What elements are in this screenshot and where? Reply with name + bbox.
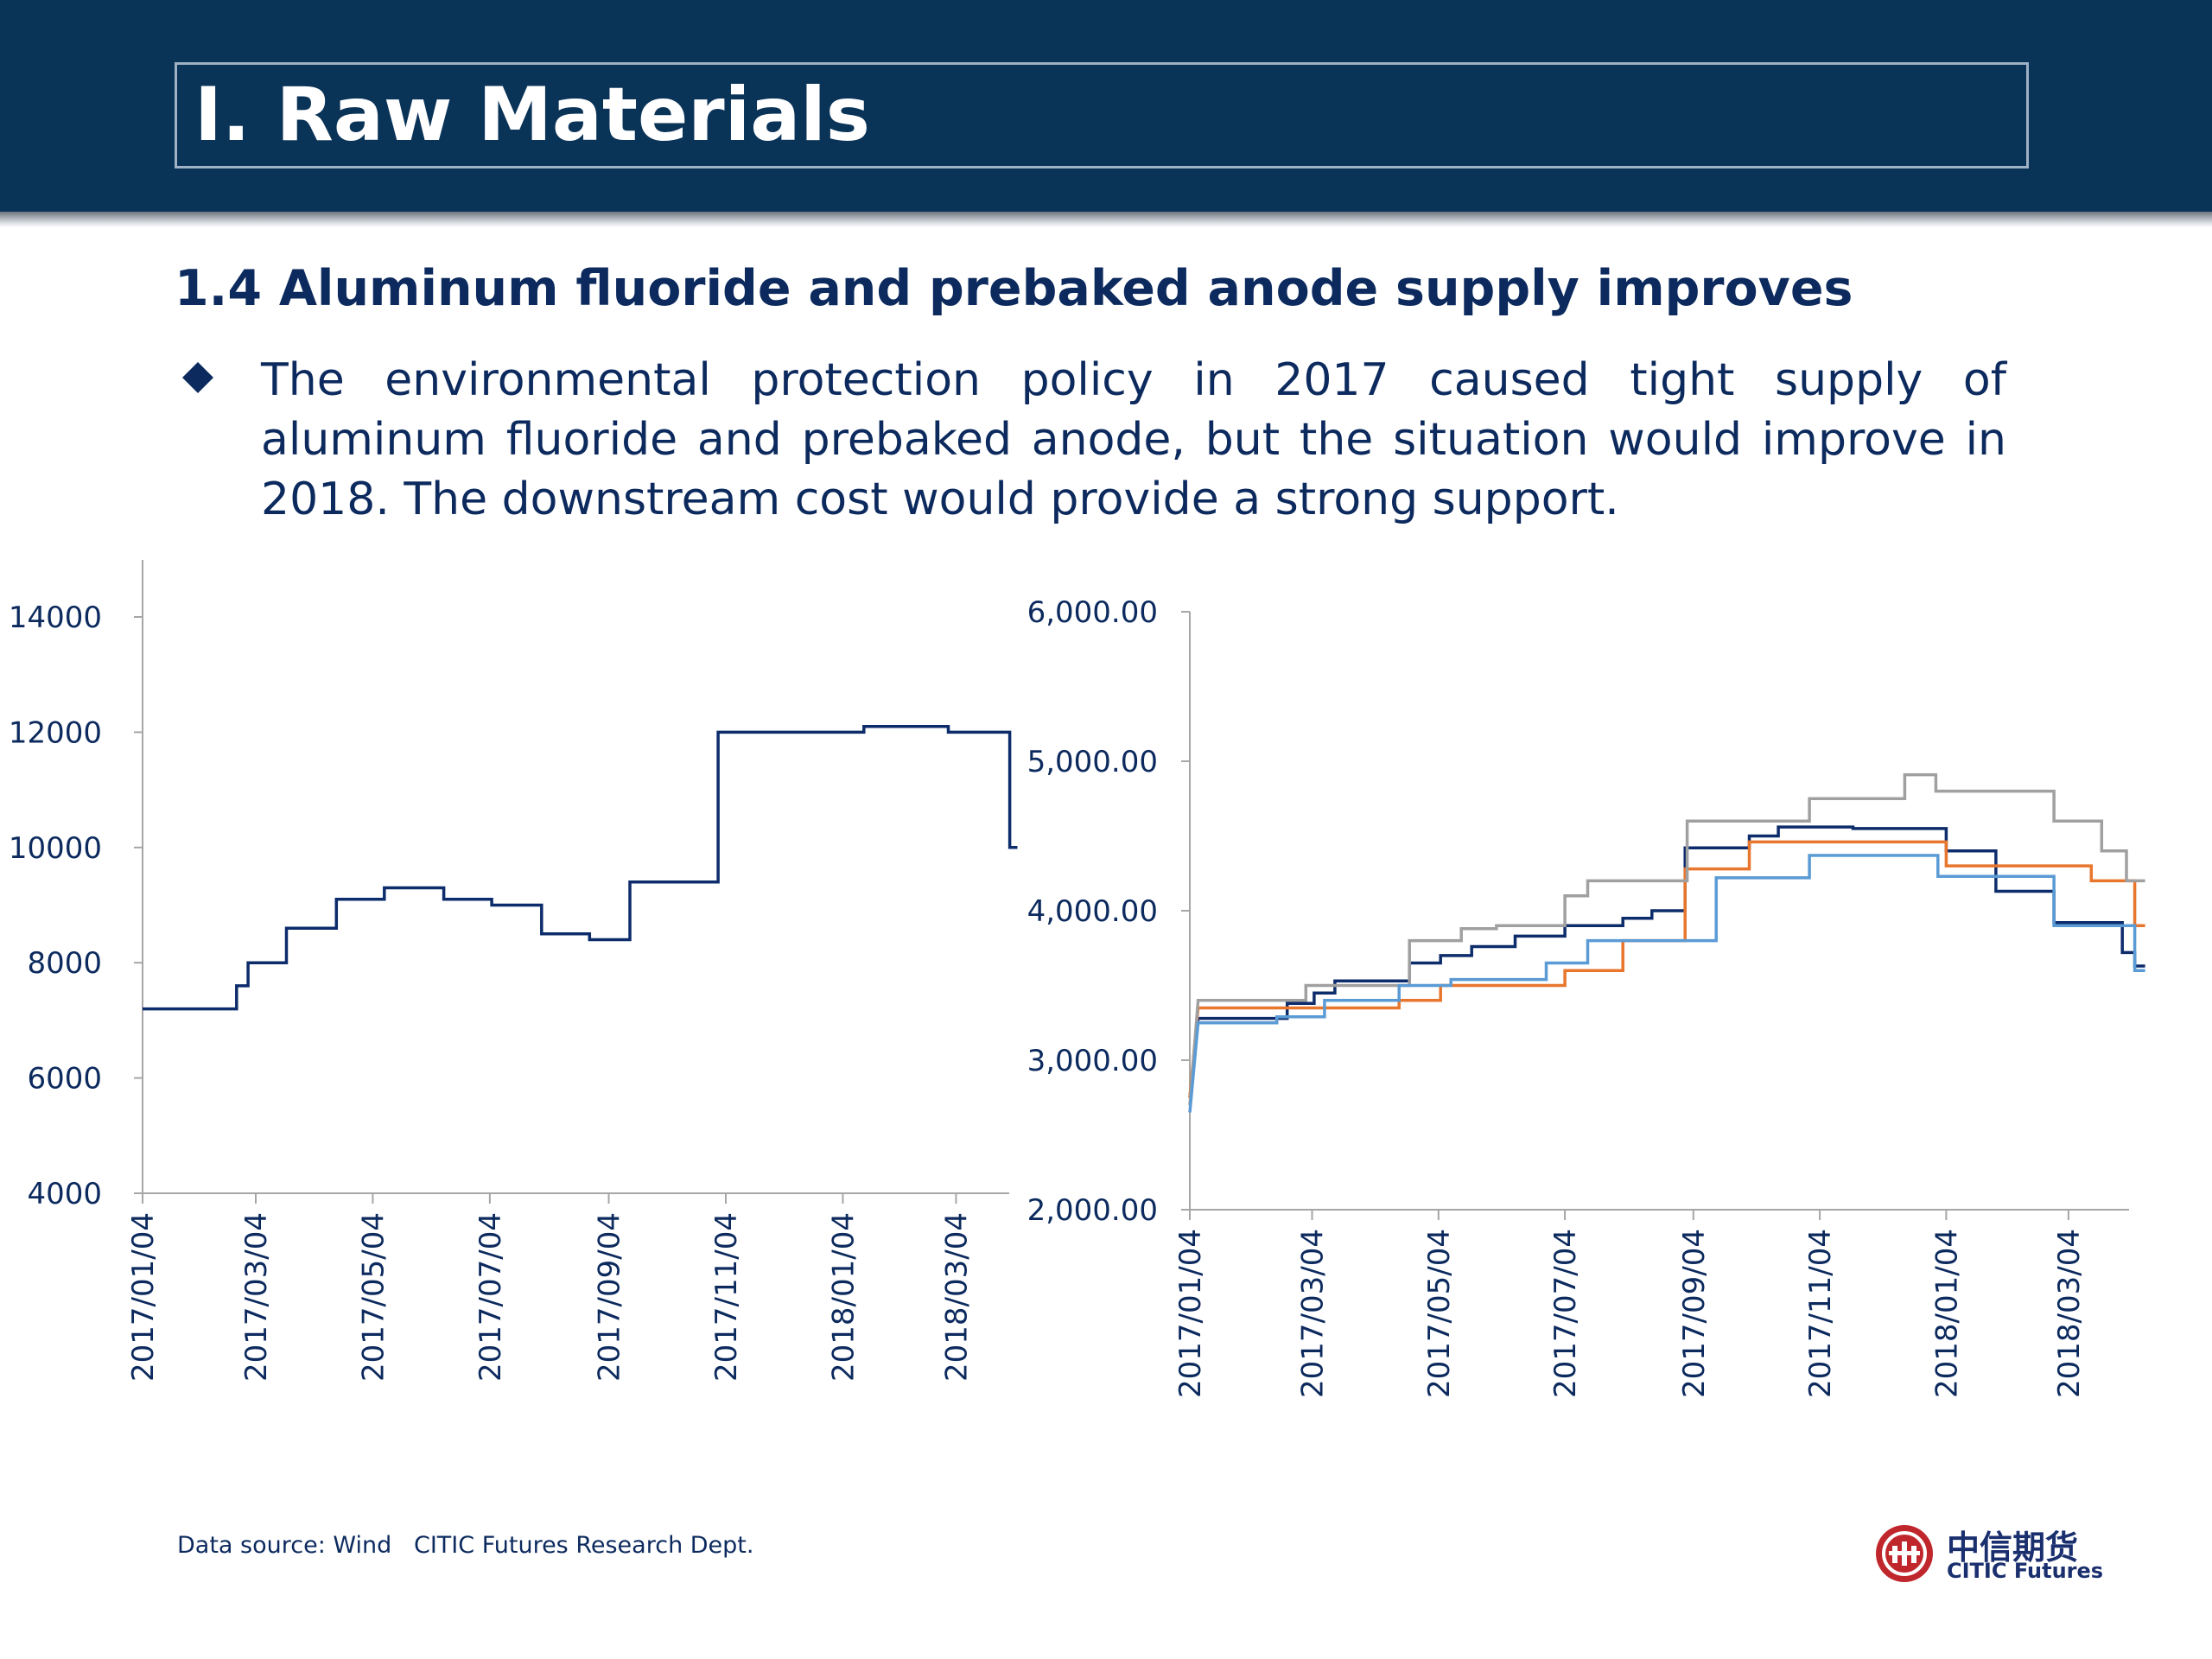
header-shadow (0, 212, 2212, 227)
x-tick-label: 2018/03/04 (2052, 1229, 2087, 1398)
page-title: I. Raw Materials (194, 72, 870, 158)
y-tick-label: 6000 (27, 1062, 102, 1096)
x-tick-label: 2017/11/04 (1803, 1229, 1838, 1398)
y-tick-label: 4,000.00 (1027, 894, 1158, 929)
y-tick-label: 4000 (27, 1177, 102, 1211)
x-tick-label: 2017/05/04 (356, 1212, 391, 1382)
x-tick-label: 2017/03/04 (239, 1212, 274, 1382)
chart-aluminum-fluoride: 14000 12000 10000 8000 6000 4000 2017/01/04 201… (9, 560, 1018, 1382)
diamond-bullet-icon (182, 362, 213, 393)
citic-futures-logo: 中信期货 CITIC Futures (1873, 1521, 2103, 1590)
series-line-4 (1188, 854, 2145, 1113)
x-tick-label: 2017/03/04 (1296, 1229, 1331, 1398)
y-tick-label: 5,000.00 (1027, 745, 1158, 779)
y-tick-label: 6,000.00 (1027, 595, 1158, 630)
y-tick-label: 8000 (27, 946, 102, 981)
series-line-1 (143, 724, 1018, 1011)
x-tick-label: 2017/07/04 (474, 1212, 508, 1382)
x-tick-label: 2017/05/04 (1422, 1229, 1457, 1398)
data-source-note: Data source: Wind CITIC Futures Research… (177, 1532, 754, 1559)
series-line-1 (1188, 825, 2145, 1098)
chart-prebaked-anode: 6,000.00 5,000.00 4,000.00 3,000.00 2,000.00… (1027, 595, 2145, 1398)
logo-text-en: CITIC Futures (1947, 1559, 2104, 1583)
title-box (175, 62, 2029, 168)
x-tick-label: 2017/09/04 (1677, 1229, 1712, 1398)
x-tick-label: 2018/03/04 (939, 1212, 974, 1382)
x-tick-label: 2017/11/04 (709, 1212, 744, 1382)
bullet-text: The environmental protection policy in 2… (261, 354, 2006, 525)
y-tick-label: 10000 (9, 831, 102, 866)
x-tick-label: 2017/09/04 (593, 1212, 627, 1382)
y-tick-label: 2,000.00 (1027, 1193, 1158, 1228)
y-tick-label: 14000 (9, 601, 102, 635)
x-tick-label: 2018/01/04 (1929, 1229, 1964, 1398)
x-tick-label: 2017/07/04 (1548, 1229, 1583, 1398)
header-band (0, 0, 2212, 212)
section-subtitle: 1.4 Aluminum fluoride and prebaked anode… (175, 260, 1853, 317)
y-tick-label: 3,000.00 (1027, 1044, 1158, 1078)
logo-text-cn: 中信期货 (1947, 1529, 2079, 1567)
citic-logo-icon (1876, 1525, 1933, 1582)
y-tick-label: 12000 (9, 715, 102, 750)
x-tick-label: 2017/01/04 (1173, 1229, 1208, 1398)
x-tick-label: 2018/01/04 (826, 1212, 861, 1382)
series-line-3 (1188, 772, 2145, 1106)
x-tick-label: 2017/01/04 (126, 1212, 161, 1382)
